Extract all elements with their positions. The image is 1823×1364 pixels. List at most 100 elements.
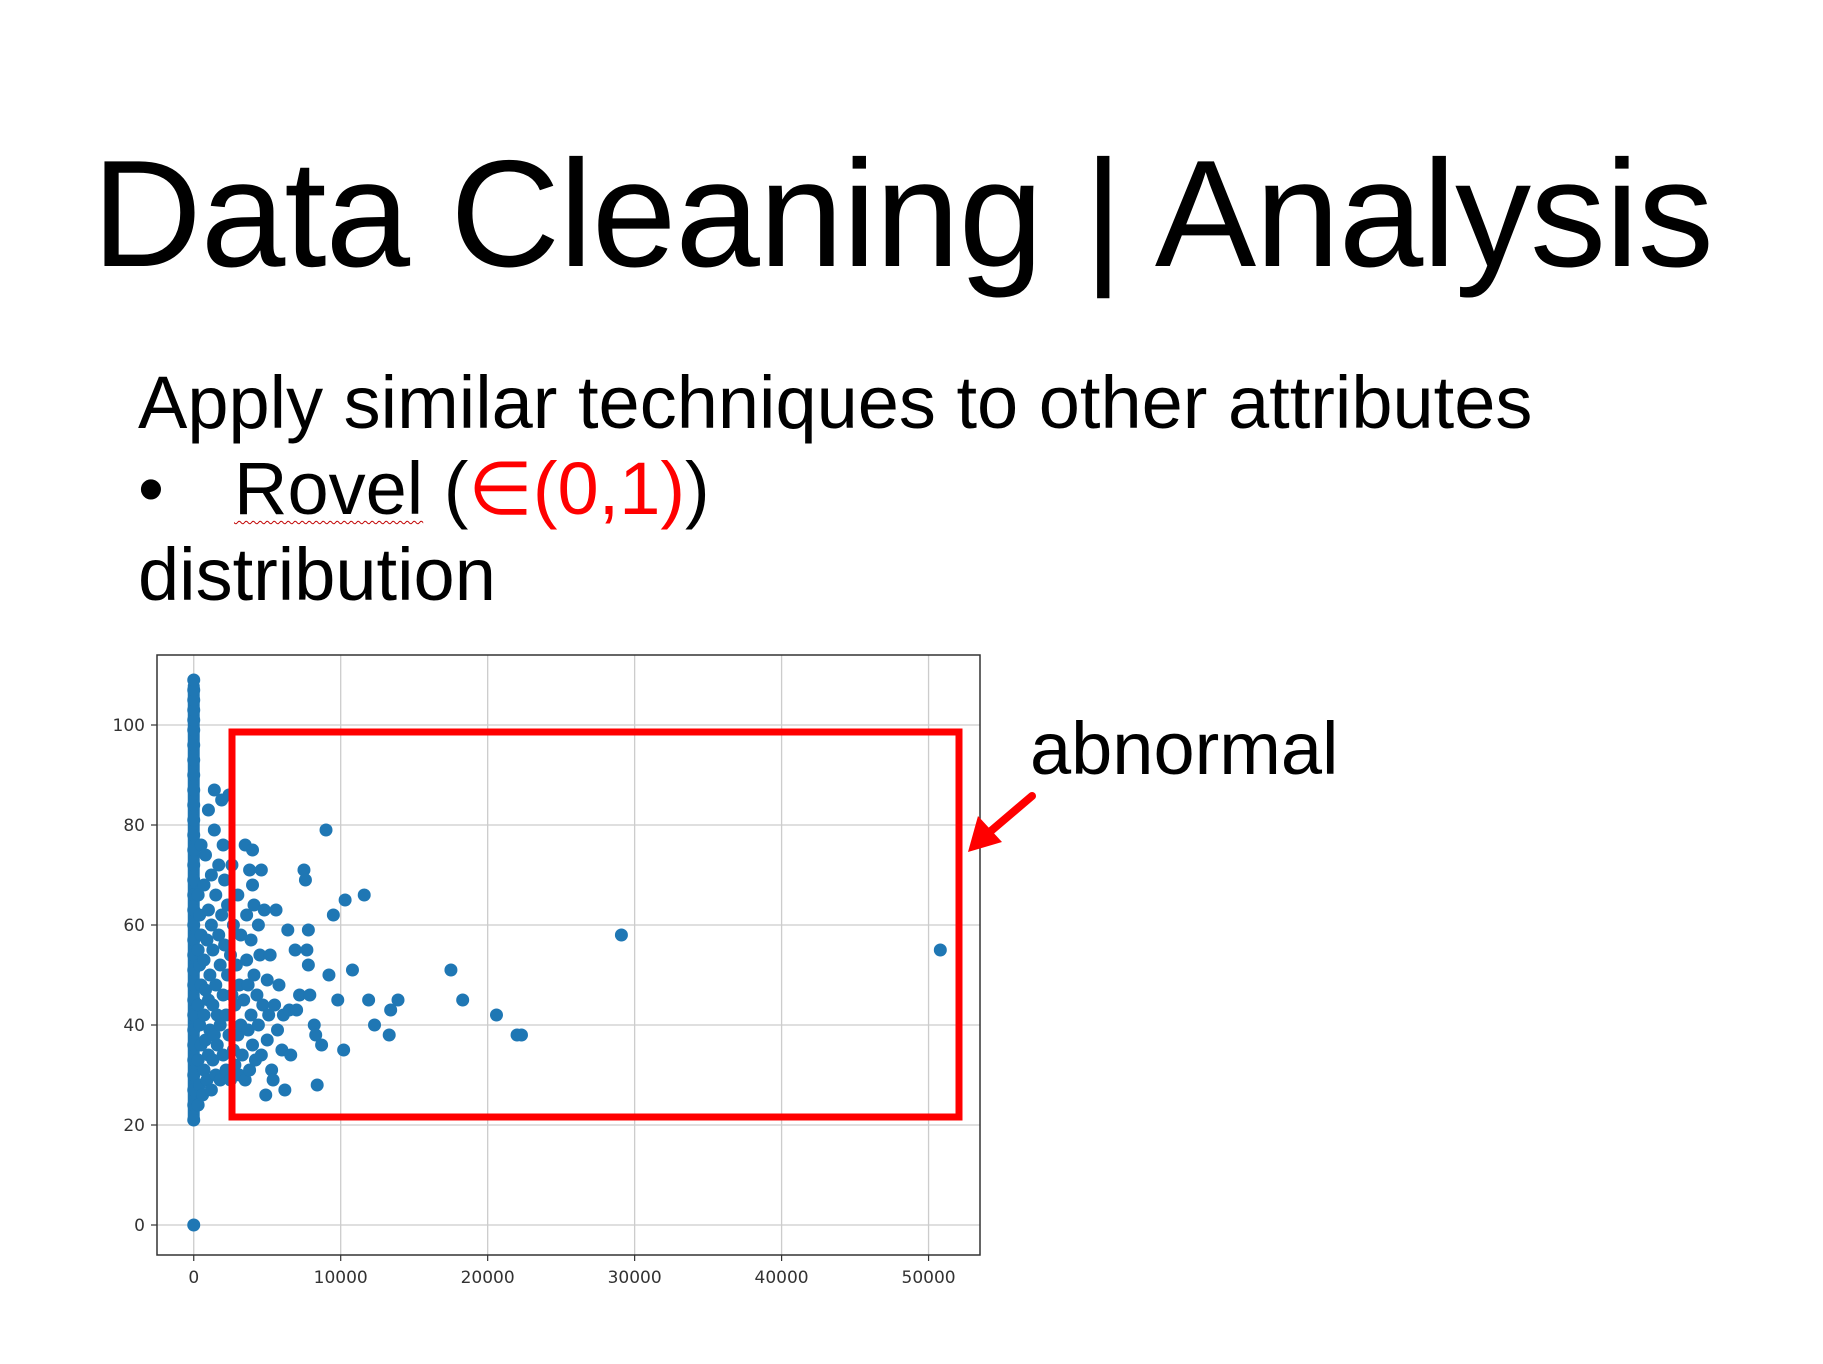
plot-frame xyxy=(156,654,981,1256)
scatter-point xyxy=(187,753,201,767)
scatter-point xyxy=(288,943,302,957)
scatter-point xyxy=(187,673,201,687)
scatter-point xyxy=(514,1028,528,1042)
scatter-point xyxy=(207,823,221,837)
scatter-point xyxy=(204,868,218,882)
x-tick-label: 30000 xyxy=(608,1268,662,1288)
scatter-point xyxy=(191,943,205,957)
y-tick-label: 100 xyxy=(113,716,145,736)
y-tick-label: 40 xyxy=(123,1016,145,1036)
scatter-point xyxy=(271,1023,285,1037)
scatter-point xyxy=(244,1008,258,1022)
scatter-point xyxy=(250,988,264,1002)
scatter-point xyxy=(257,903,271,917)
scatter-point xyxy=(254,863,268,877)
x-tick-label: 20000 xyxy=(461,1268,515,1288)
scatter-point xyxy=(322,968,336,982)
y-tick-label: 0 xyxy=(134,1216,145,1236)
bullet-item: • Rovel (∈(0,1)) xyxy=(138,446,1532,532)
scatter-point xyxy=(206,943,220,957)
x-tick-label: 40000 xyxy=(755,1268,809,1288)
scatter-point xyxy=(191,1098,205,1112)
scatter-point xyxy=(256,998,270,1012)
x-axis-ticks: 0 10000 20000 30000 40000 50000 xyxy=(188,1255,956,1288)
scatter-point xyxy=(362,993,376,1007)
scatter-point xyxy=(201,903,215,917)
scatter-point xyxy=(338,893,352,907)
scatter-point xyxy=(201,803,215,817)
scatter-point xyxy=(187,738,201,752)
scatter-point xyxy=(301,923,315,937)
scatter-point xyxy=(187,1008,201,1022)
body-line-distribution: distribution xyxy=(138,533,496,616)
scatter-point xyxy=(298,873,312,887)
scatter-point xyxy=(187,693,201,707)
scatter-point xyxy=(187,768,201,782)
scatter-point xyxy=(303,988,317,1002)
scatter-point xyxy=(290,1003,304,1017)
scatter-point xyxy=(489,1008,503,1022)
scatter-point xyxy=(297,863,311,877)
scatter-point xyxy=(207,1028,221,1042)
scatter-point xyxy=(187,858,201,872)
scatter-point xyxy=(253,948,267,962)
scatter-point xyxy=(444,963,458,977)
bullet-open-paren: ( xyxy=(423,447,469,530)
scatter-point xyxy=(251,918,265,932)
scatter-point xyxy=(933,943,947,957)
scatter-point xyxy=(300,943,314,957)
scatter-point xyxy=(198,848,212,862)
scatter-point xyxy=(210,1038,224,1052)
scatter-point xyxy=(187,723,201,737)
scatter-point xyxy=(209,978,223,992)
scatter-point xyxy=(187,713,201,727)
scatter-point xyxy=(254,1048,268,1062)
scatter-point xyxy=(194,838,208,852)
scatter-point xyxy=(193,1018,207,1032)
scatter-point xyxy=(326,908,340,922)
scatter-point xyxy=(269,903,283,917)
scatter-point xyxy=(237,993,251,1007)
scatter-point xyxy=(206,998,220,1012)
scatter-point xyxy=(391,993,405,1007)
scatter-point xyxy=(244,933,258,947)
scatter-point xyxy=(216,838,230,852)
x-tick-label: 10000 xyxy=(314,1268,368,1288)
scatter-point xyxy=(368,1018,382,1032)
scatter-point xyxy=(246,878,260,892)
scatter-point xyxy=(241,1023,255,1037)
scatter-point xyxy=(187,703,201,717)
scatter-point xyxy=(187,873,201,887)
chart-points xyxy=(187,673,947,1232)
scatter-point xyxy=(382,1028,396,1042)
scatter-point xyxy=(197,1063,211,1077)
scatter-point xyxy=(315,1038,329,1052)
chart-grid xyxy=(157,655,980,1255)
scatter-point xyxy=(238,1073,252,1087)
scatter-point xyxy=(191,1053,205,1067)
bullet-symbol: • xyxy=(138,447,164,530)
scatter-point xyxy=(203,968,217,982)
bullet-close-paren: ) xyxy=(685,447,710,530)
scatter-point xyxy=(259,1088,273,1102)
abnormal-highlight-box xyxy=(228,728,963,1121)
scatter-point xyxy=(614,928,628,942)
scatter-point xyxy=(331,993,345,1007)
bullet-attribute-name: Rovel xyxy=(234,447,424,530)
abnormal-label: abnormal xyxy=(1030,707,1339,790)
slide-title: Data Cleaning | Analysis xyxy=(92,129,1714,299)
scatter-point xyxy=(319,823,333,837)
scatter-point xyxy=(213,958,227,972)
y-tick-label: 80 xyxy=(123,816,145,836)
scatter-point xyxy=(187,1113,201,1127)
scatter-point xyxy=(337,1043,351,1057)
scatter-point xyxy=(218,938,232,952)
scatter-point xyxy=(309,1028,323,1042)
bullet-range: ∈(0,1) xyxy=(468,447,686,530)
scatter-point xyxy=(265,1063,279,1077)
scatter-point xyxy=(278,1083,292,1097)
scatter-point xyxy=(187,813,201,827)
scatter-point xyxy=(246,1038,260,1052)
slide-body: Apply similar techniques to other attrib… xyxy=(138,360,1532,618)
scatter-point xyxy=(207,783,221,797)
